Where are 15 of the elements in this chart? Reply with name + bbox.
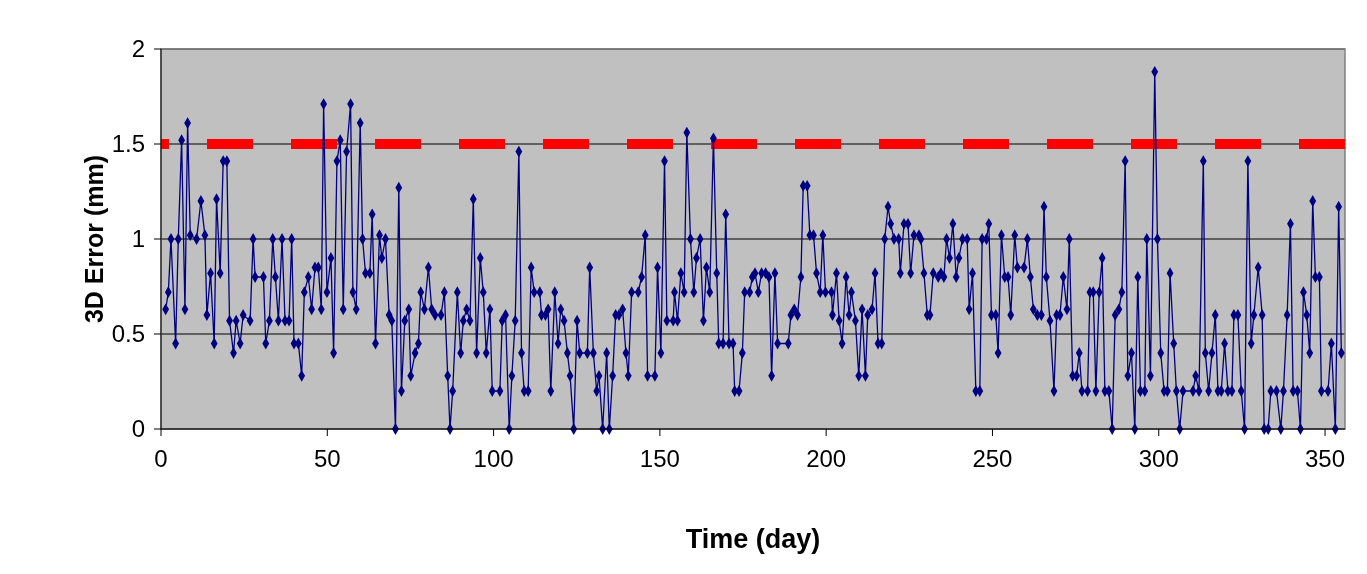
x-tick-label: 300 <box>1138 445 1179 472</box>
x-tick-label: 50 <box>313 445 341 472</box>
x-tick-label: 0 <box>154 445 168 472</box>
y-tick-label: 0.5 <box>111 320 145 348</box>
x-tick-label: 250 <box>972 445 1013 472</box>
x-tick-label: 350 <box>1305 445 1346 472</box>
y-tick-label: 0 <box>131 415 145 443</box>
x-tick-label: 150 <box>639 445 680 472</box>
x-tick-label: 200 <box>806 445 847 472</box>
x-tick-label: 100 <box>473 445 514 472</box>
y-tick-label: 1.5 <box>111 130 145 158</box>
x-axis-title: Time (day) <box>685 524 821 554</box>
y-tick-label: 2 <box>131 35 145 63</box>
y-axis-title: 3D Error (mm) <box>80 154 108 324</box>
y-tick-label: 1 <box>131 225 145 253</box>
